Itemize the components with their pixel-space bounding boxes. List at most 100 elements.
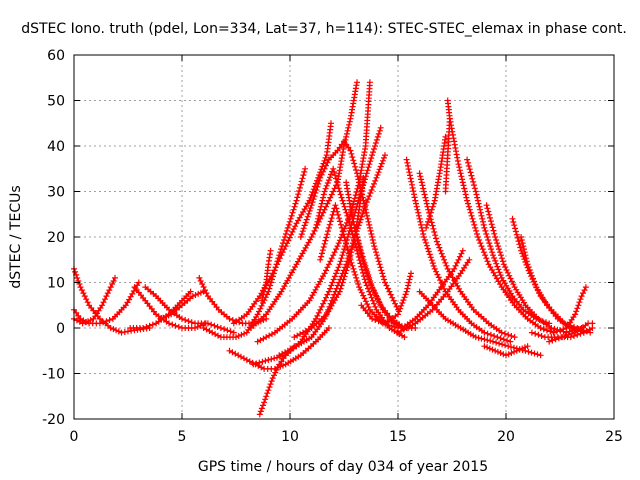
data-point xyxy=(504,269,511,276)
data-point xyxy=(481,329,488,336)
data-point xyxy=(485,208,492,215)
data-point xyxy=(75,278,82,284)
data-point xyxy=(497,272,504,279)
data-point xyxy=(377,124,384,131)
data-point xyxy=(387,291,394,298)
data-point xyxy=(106,287,113,294)
data-point xyxy=(408,178,415,185)
y-tick-label: 50 xyxy=(47,94,65,110)
data-point xyxy=(481,336,488,343)
data-point xyxy=(377,264,384,271)
data-point xyxy=(430,225,437,232)
data-series xyxy=(131,284,209,331)
data-point xyxy=(507,275,514,282)
data-point xyxy=(265,387,272,394)
data-point xyxy=(350,218,357,225)
data-point xyxy=(367,278,374,284)
data-point xyxy=(487,243,494,250)
data-point xyxy=(368,187,375,193)
data-point xyxy=(376,261,383,268)
data-point xyxy=(418,179,425,186)
data-series xyxy=(230,120,334,327)
data-point xyxy=(211,322,218,329)
data-point xyxy=(498,252,504,259)
data-point xyxy=(407,175,414,182)
data-point xyxy=(427,254,434,261)
data-point xyxy=(385,322,392,329)
data-point xyxy=(364,212,370,219)
data-point xyxy=(149,321,156,328)
data-point xyxy=(484,258,491,265)
data-point xyxy=(300,225,307,232)
data-point xyxy=(465,163,472,169)
data-point xyxy=(312,190,319,196)
data-point xyxy=(301,222,308,229)
data-point xyxy=(368,231,375,237)
data-point xyxy=(422,194,429,201)
data-point xyxy=(436,244,443,251)
data-point xyxy=(357,286,364,293)
data-point xyxy=(460,182,467,189)
data-point xyxy=(414,206,421,213)
data-point xyxy=(362,206,369,213)
data-point xyxy=(403,288,410,295)
data-point xyxy=(286,218,293,225)
data-point xyxy=(367,291,374,298)
data-point xyxy=(329,211,336,218)
data-point xyxy=(287,215,294,222)
data-point xyxy=(481,343,488,350)
data-point xyxy=(330,165,337,172)
data-point xyxy=(253,360,260,367)
data-point xyxy=(477,209,484,216)
data-point xyxy=(416,215,423,222)
data-point xyxy=(360,256,367,263)
data-point xyxy=(507,338,514,345)
data-point xyxy=(344,244,350,250)
data-point xyxy=(378,160,385,167)
data-point xyxy=(328,120,334,127)
data-point xyxy=(426,215,432,222)
data-point xyxy=(508,278,515,285)
data-point xyxy=(500,351,507,358)
data-point xyxy=(578,293,585,300)
data-point xyxy=(531,350,538,357)
data-point xyxy=(499,258,506,265)
data-point xyxy=(482,252,489,259)
data-point xyxy=(312,224,319,231)
data-series xyxy=(127,288,194,331)
data-point xyxy=(494,348,501,355)
data-point xyxy=(112,274,118,281)
x-tick-label: 20 xyxy=(497,429,515,445)
data-point xyxy=(317,206,324,213)
data-point xyxy=(334,243,341,250)
data-point xyxy=(498,255,505,262)
data-point xyxy=(351,268,358,275)
data-point xyxy=(461,185,468,192)
data-point xyxy=(540,326,547,333)
data-point xyxy=(355,176,362,183)
data-point xyxy=(512,228,519,235)
data-point xyxy=(343,267,350,274)
data-point xyxy=(258,302,265,309)
data-point xyxy=(465,203,472,210)
data-point xyxy=(431,229,438,235)
data-point xyxy=(405,166,412,173)
data-point xyxy=(274,364,281,371)
data-point xyxy=(526,267,533,273)
data-point xyxy=(514,234,521,241)
data-point xyxy=(316,209,323,216)
y-tick-label: 10 xyxy=(47,276,65,292)
data-point xyxy=(383,282,390,289)
data-point xyxy=(197,289,204,296)
data-point xyxy=(200,284,207,290)
data-point xyxy=(99,302,106,309)
data-series xyxy=(423,133,449,231)
data-point xyxy=(352,271,359,278)
data-point xyxy=(492,234,499,240)
data-point xyxy=(357,247,364,254)
data-point xyxy=(582,284,589,291)
data-point xyxy=(333,178,340,185)
data-point xyxy=(262,396,269,403)
data-point xyxy=(82,319,89,326)
data-point xyxy=(275,258,282,265)
